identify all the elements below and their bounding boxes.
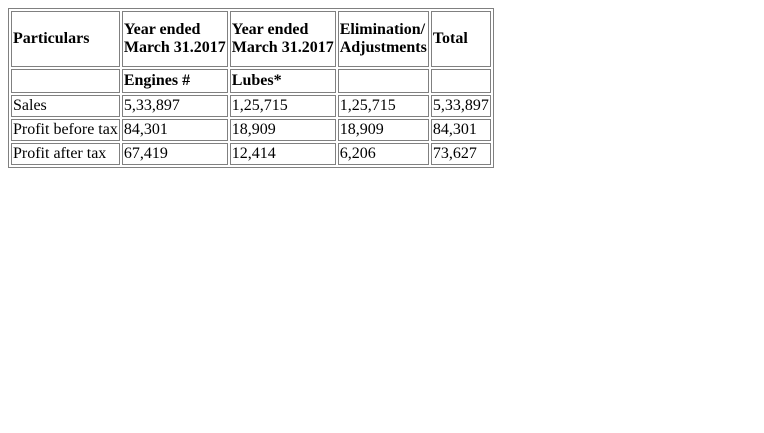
cell-elimination: 1,25,715 [337, 95, 429, 117]
row-label: Profit before tax [11, 119, 120, 141]
subheader-lubes: Lubes* [229, 69, 336, 93]
header-engines-year: Year ended March 31.2017 [121, 11, 228, 67]
header-engines-year-line2: March 31.2017 [123, 39, 226, 56]
header-elimination: Elimination/ Adjustments [337, 11, 429, 67]
cell-total: 84,301 [430, 119, 491, 141]
subheader-empty-total [430, 69, 491, 93]
cell-lubes: 12,414 [229, 143, 336, 165]
subheader-engines: Engines # [121, 69, 228, 93]
cell-lubes: 18,909 [229, 119, 336, 141]
table-row: Profit before tax 84,301 18,909 18,909 8… [11, 119, 491, 141]
subheader-empty-particulars [11, 69, 120, 93]
table-subheader-row: Engines # Lubes* [11, 69, 491, 93]
header-engines-year-line1: Year ended [123, 21, 201, 38]
table-row: Profit after tax 67,419 12,414 6,206 73,… [11, 143, 491, 165]
cell-engines: 84,301 [121, 119, 228, 141]
header-total: Total [430, 11, 491, 67]
table-row: Sales 5,33,897 1,25,715 1,25,715 5,33,89… [11, 95, 491, 117]
row-label: Sales [11, 95, 120, 117]
cell-lubes: 1,25,715 [229, 95, 336, 117]
cell-total: 73,627 [430, 143, 491, 165]
cell-engines: 67,419 [121, 143, 228, 165]
header-lubes-year: Year ended March 31.2017 [229, 11, 336, 67]
segment-results-table: Particulars Year ended March 31.2017 Yea… [8, 8, 494, 168]
cell-engines: 5,33,897 [121, 95, 228, 117]
financial-table-container: Particulars Year ended March 31.2017 Yea… [8, 8, 494, 168]
header-elimination-line1: Elimination/ [339, 21, 426, 38]
table-header-row: Particulars Year ended March 31.2017 Yea… [11, 11, 491, 67]
cell-elimination: 6,206 [337, 143, 429, 165]
cell-elimination: 18,909 [337, 119, 429, 141]
header-lubes-year-line2: March 31.2017 [231, 39, 334, 56]
cell-total: 5,33,897 [430, 95, 491, 117]
header-particulars: Particulars [11, 11, 120, 67]
subheader-empty-elimination [337, 69, 429, 93]
row-label: Profit after tax [11, 143, 120, 165]
header-elimination-line2: Adjustments [339, 39, 427, 56]
header-lubes-year-line1: Year ended [231, 21, 309, 38]
